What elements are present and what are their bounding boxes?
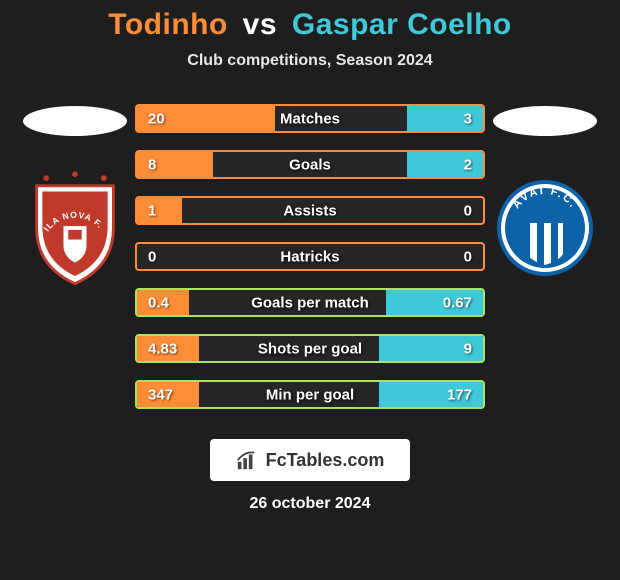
stat-value-right: 3 (464, 110, 472, 127)
stat-value-right: 0 (464, 202, 472, 219)
stats-column: 20 Matches 3 8 Goals 2 1 Assists 0 0 Hatricks 0 0.4 G… (135, 104, 485, 409)
title-vs: vs (243, 8, 277, 41)
title-player1: Todinho (108, 8, 228, 41)
stat-value-right: 0 (464, 248, 472, 265)
player2-club-badge: AVAÍ F.C. (493, 166, 597, 290)
stat-value-right: 2 (464, 156, 472, 173)
stat-value-right: 9 (464, 340, 472, 357)
date-line: 26 october 2024 (250, 495, 371, 513)
stat-fill-left (137, 198, 182, 223)
stat-value-left: 4.83 (148, 340, 177, 357)
stat-row: 347 Min per goal 177 (135, 380, 485, 409)
stat-label: Goals per match (251, 294, 369, 311)
player2-column: AVAÍ F.C. (485, 104, 605, 290)
player1-club-badge: VILA NOVA F.C. (23, 166, 127, 290)
player1-column: VILA NOVA F.C. (15, 104, 135, 290)
stat-label: Goals (289, 156, 331, 173)
avai-badge-icon: AVAÍ F.C. (495, 178, 595, 278)
stat-value-left: 347 (148, 386, 173, 403)
player1-photo-placeholder (23, 106, 127, 136)
stat-value-left: 0 (148, 248, 156, 265)
stat-row: 4.83 Shots per goal 9 (135, 334, 485, 363)
main-row: VILA NOVA F.C. 20 Matches 3 8 Goals 2 1 Assists… (0, 104, 620, 409)
stat-row: 1 Assists 0 (135, 196, 485, 225)
branding-text: FcTables.com (266, 450, 385, 471)
stat-value-right: 0.67 (443, 294, 472, 311)
fctables-logo-icon (236, 449, 258, 471)
page-title: Todinho vs Gaspar Coelho (108, 8, 512, 42)
player2-photo-placeholder (493, 106, 597, 136)
stat-value-left: 1 (148, 202, 156, 219)
vila-nova-badge-icon: VILA NOVA F.C. (27, 170, 123, 286)
title-player2: Gaspar Coelho (292, 8, 512, 41)
stat-row: 0 Hatricks 0 (135, 242, 485, 271)
stat-value-right: 177 (447, 386, 472, 403)
stat-value-left: 0.4 (148, 294, 169, 311)
stat-label: Min per goal (266, 386, 354, 403)
stat-row: 20 Matches 3 (135, 104, 485, 133)
comparison-card: Todinho vs Gaspar Coelho Club competitio… (0, 0, 620, 580)
branding-box: FcTables.com (210, 439, 411, 481)
stat-row: 8 Goals 2 (135, 150, 485, 179)
stat-label: Assists (283, 202, 336, 219)
stat-value-left: 20 (148, 110, 165, 127)
stat-value-left: 8 (148, 156, 156, 173)
stat-label: Matches (280, 110, 340, 127)
stat-label: Hatricks (280, 248, 339, 265)
subtitle: Club competitions, Season 2024 (187, 52, 432, 70)
stat-label: Shots per goal (258, 340, 362, 357)
stat-row: 0.4 Goals per match 0.67 (135, 288, 485, 317)
